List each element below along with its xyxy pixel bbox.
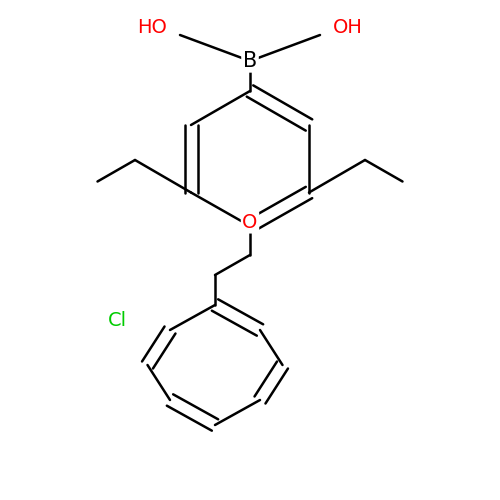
Text: O: O (242, 213, 258, 232)
Text: OH: OH (332, 18, 362, 37)
Text: Cl: Cl (108, 310, 127, 330)
Text: HO: HO (138, 18, 168, 37)
Text: B: B (243, 51, 257, 71)
